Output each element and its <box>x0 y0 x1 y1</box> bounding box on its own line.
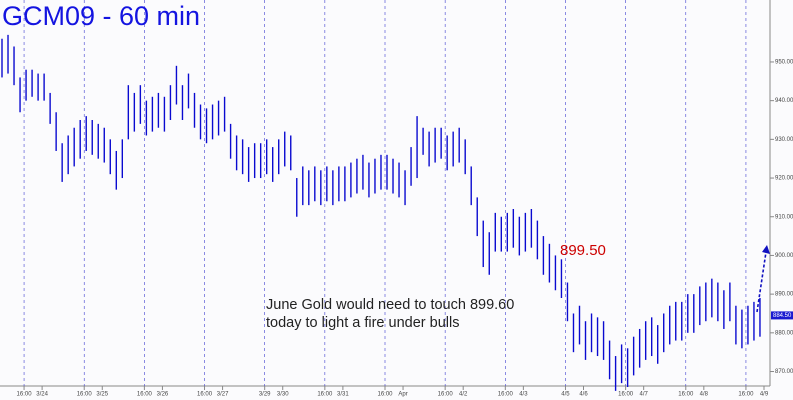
arrow-head <box>762 245 770 254</box>
x-tick-label: 16:00 <box>77 392 93 398</box>
y-tick-label: 880.00 <box>775 330 793 336</box>
x-tick-label: 16:00 <box>137 392 153 398</box>
projection-arrow <box>756 251 767 313</box>
y-tick-label: 900.00 <box>775 253 793 259</box>
last-price-label: 884.50 <box>773 313 792 319</box>
x-tick-label: 3/26 <box>157 392 169 398</box>
x-tick-label: Apr <box>398 392 407 398</box>
target-label: 899.50 <box>560 242 606 259</box>
y-tick-label: 870.00 <box>775 369 793 375</box>
x-tick-label: 16:00 <box>17 392 33 398</box>
y-tick-label: 910.00 <box>775 214 793 220</box>
annotation-box: June Gold would need to touch 899.60 tod… <box>266 297 515 331</box>
x-tick-label: 4/6 <box>579 392 588 398</box>
x-tick-label: 4/3 <box>519 392 528 398</box>
x-tick-label: 4/7 <box>640 392 649 398</box>
x-tick-label: 16:00 <box>738 392 754 398</box>
x-tick-label: 16:00 <box>197 392 213 398</box>
x-tick-label: 4/9 <box>760 392 769 398</box>
x-tick-label: 3/29 <box>259 392 271 398</box>
x-tick-label: 3/27 <box>217 392 229 398</box>
x-tick-label: 4/8 <box>700 392 709 398</box>
x-tick-label: 4/2 <box>459 392 468 398</box>
y-tick-label: 890.00 <box>775 292 793 298</box>
x-tick-label: 3/31 <box>337 392 349 398</box>
annotation: June Gold would need to touch 899.60 tod… <box>266 297 515 331</box>
x-tick-label: 16:00 <box>438 392 454 398</box>
y-tick-label: 920.00 <box>775 176 793 182</box>
x-tick-label: 16:00 <box>618 392 634 398</box>
x-tick-label: 4/5 <box>561 392 570 398</box>
y-tick-label: 930.00 <box>775 137 793 143</box>
chart-title: GCM09 - 60 min <box>2 1 200 31</box>
x-tick-label: 16:00 <box>498 392 514 398</box>
x-tick-label: 3/30 <box>277 392 289 398</box>
y-tick-label: 950.00 <box>775 60 793 66</box>
x-tick-label: 16:00 <box>377 392 393 398</box>
y-tick-label: 940.00 <box>775 98 793 104</box>
x-tick-label: 3/24 <box>36 392 48 398</box>
x-tick-label: 3/25 <box>96 392 108 398</box>
x-tick-label: 16:00 <box>317 392 333 398</box>
x-tick-label: 16:00 <box>678 392 694 398</box>
last-price-box <box>771 311 793 320</box>
